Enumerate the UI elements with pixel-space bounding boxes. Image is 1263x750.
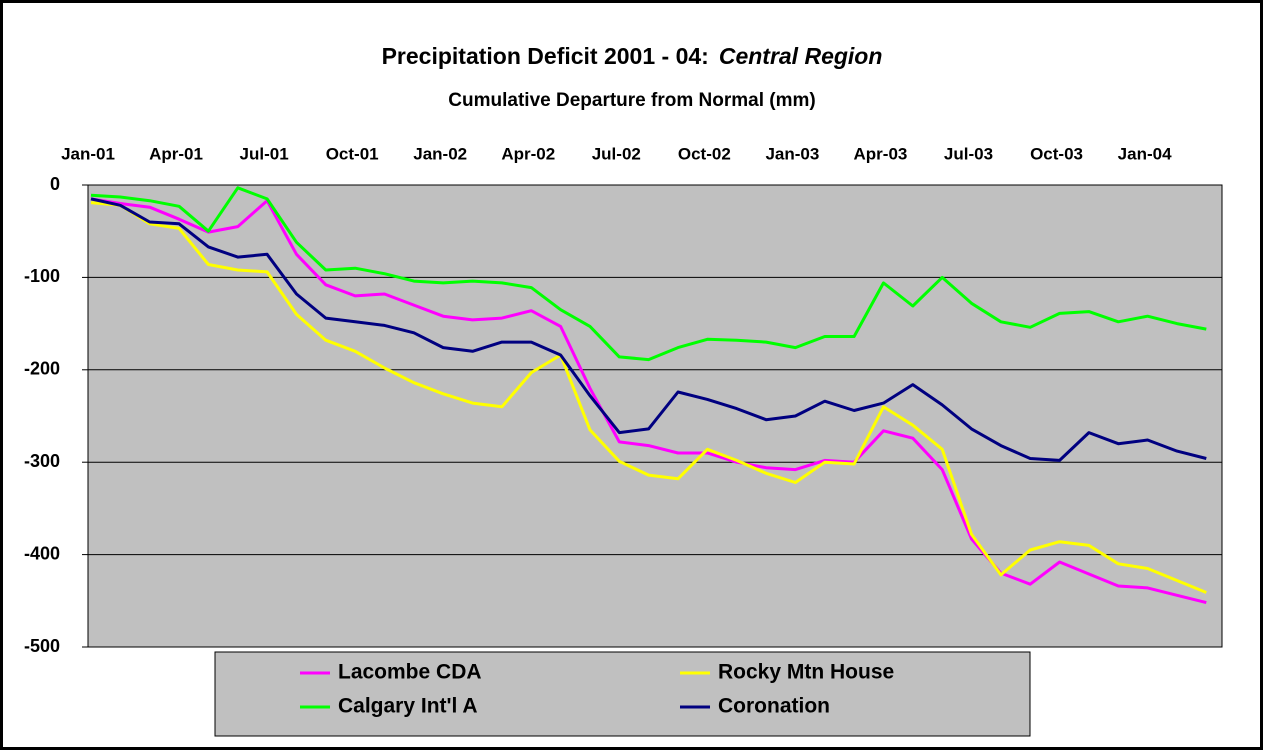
title-emphasis: Central Region: [719, 43, 883, 69]
x-tick-label: Apr-02: [501, 144, 555, 163]
legend: [214, 651, 1031, 737]
x-tick-label: Jan-01: [61, 144, 115, 163]
legend-label: Rocky Mtn House: [718, 661, 894, 684]
y-tick-label: -300: [24, 451, 60, 471]
legend-label: Calgary Int'l A: [338, 695, 478, 718]
y-tick-label: -500: [24, 636, 60, 656]
x-tick-label: Jul-02: [592, 144, 641, 163]
x-tick-label: Jul-01: [240, 144, 289, 163]
x-tick-label: Jan-04: [1118, 144, 1172, 163]
y-tick-label: -100: [24, 266, 60, 286]
series-line: [90, 197, 1207, 605]
series-lines: [90, 186, 1207, 605]
x-tick-label: Oct-02: [678, 144, 731, 163]
x-tick-label: Jan-03: [765, 144, 819, 163]
x-tick-label: Apr-03: [854, 144, 908, 163]
chart-subtitle: Cumulative Departure from Normal (mm): [448, 90, 815, 111]
x-tick-label: Jul-03: [944, 144, 993, 163]
labels: 0 -100 -200 -300 -400 -500 Jan-01 Apr-01 Jul-01 O…: [24, 144, 1172, 717]
series-line: [90, 186, 1207, 362]
x-tick-label: Oct-03: [1030, 144, 1083, 163]
series-line: [90, 201, 1207, 594]
chart-title: Precipitation Deficit 2001 - 04: Central …: [382, 43, 883, 69]
x-tick-label: Apr-01: [149, 144, 203, 163]
plot-area: [87, 184, 1223, 648]
y-tick-label: 0: [50, 174, 60, 194]
legend-label: Coronation: [718, 695, 830, 718]
legend-label: Lacombe CDA: [338, 661, 482, 684]
series-line: [90, 197, 1207, 462]
grid: [82, 184, 1222, 648]
title-main: Precipitation Deficit 2001 - 04:: [382, 43, 709, 69]
x-tick-label: Jan-02: [413, 144, 467, 163]
x-tick-label: Oct-01: [326, 144, 379, 163]
y-tick-label: -200: [24, 359, 60, 379]
y-tick-label: -400: [24, 543, 60, 563]
